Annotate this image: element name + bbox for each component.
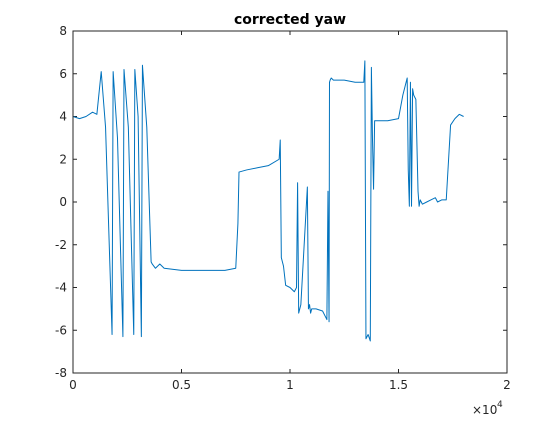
y-tick-label: 4 [59, 110, 67, 124]
y-tick-label: 6 [59, 67, 67, 81]
series-line-corrected-yaw [72, 60, 464, 342]
y-tick-label: -4 [55, 281, 67, 295]
x-tick-label: 2 [503, 378, 511, 392]
x-exponent-label: ×10 4 [472, 400, 503, 417]
chart-title: corrected yaw [234, 12, 346, 28]
x-tick-label: 1.5 [389, 378, 408, 392]
x-exponent-base: ×10 [472, 403, 497, 417]
axes-box [72, 30, 508, 374]
plot-area [73, 31, 507, 373]
x-tick-label: 0 [69, 378, 77, 392]
x-axis: 0 0.5 1 1.5 2 [69, 31, 511, 392]
y-tick-label: -6 [55, 323, 67, 337]
y-tick-label: -8 [55, 366, 67, 380]
y-tick-label: 2 [59, 152, 67, 166]
x-tick-label: 0.5 [172, 378, 191, 392]
y-tick-label: -2 [55, 238, 67, 252]
x-exponent-power: 4 [497, 400, 503, 410]
y-axis: -8 -6 -4 -2 0 2 4 6 8 [55, 24, 507, 380]
x-tick-label: 1 [286, 378, 294, 392]
y-tick-label: 8 [59, 24, 67, 38]
y-tick-label: 0 [59, 195, 67, 209]
